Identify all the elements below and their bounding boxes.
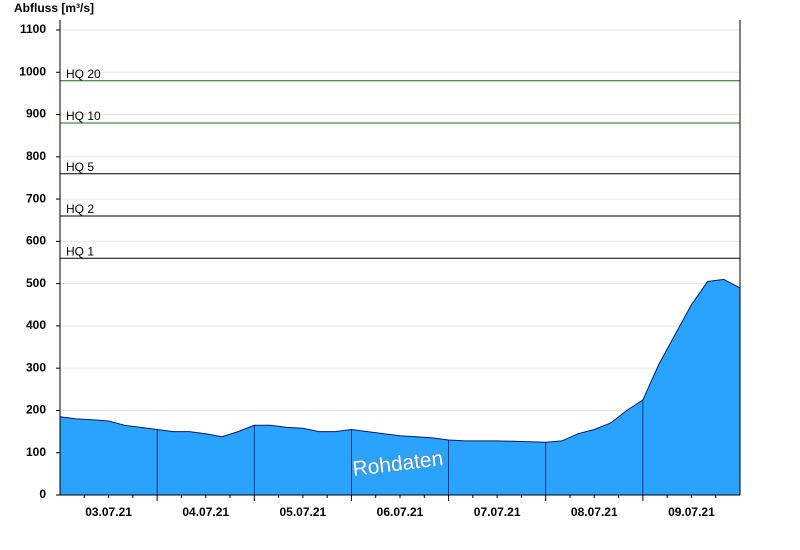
area bbox=[60, 279, 740, 495]
x-tick-label: 07.07.21 bbox=[474, 505, 521, 519]
threshold-label: HQ 5 bbox=[66, 160, 94, 174]
y-tick-label: 600 bbox=[26, 234, 46, 248]
y-tick-label: 100 bbox=[26, 445, 46, 459]
y-tick-label: 700 bbox=[26, 191, 46, 205]
y-tick-label: 900 bbox=[26, 107, 46, 121]
y-tick-label: 1100 bbox=[20, 22, 46, 36]
y-tick-label: 500 bbox=[26, 276, 46, 290]
y-tick-label: 0 bbox=[39, 487, 46, 501]
x-tick-label: 09.07.21 bbox=[668, 505, 715, 519]
x-tick-label: 08.07.21 bbox=[571, 505, 618, 519]
y-tick-label: 1000 bbox=[19, 64, 46, 78]
y-tick-label: 800 bbox=[26, 149, 46, 163]
threshold-label: HQ 1 bbox=[66, 244, 94, 258]
y-tick-label: 300 bbox=[26, 360, 46, 374]
x-tick-label: 06.07.21 bbox=[377, 505, 424, 519]
y-tick-label: 200 bbox=[26, 403, 46, 417]
x-tick-label: 03.07.21 bbox=[85, 505, 132, 519]
x-tick-label: 04.07.21 bbox=[182, 505, 229, 519]
y-tick-label: 400 bbox=[26, 318, 46, 332]
x-tick-label: 05.07.21 bbox=[279, 505, 326, 519]
threshold-label: HQ 2 bbox=[66, 202, 94, 216]
y-axis-label: Abfluss [m³/s] bbox=[14, 1, 94, 15]
area-outline bbox=[59, 278, 741, 443]
threshold-label: HQ 10 bbox=[66, 109, 101, 123]
threshold-label: HQ 20 bbox=[66, 67, 101, 81]
